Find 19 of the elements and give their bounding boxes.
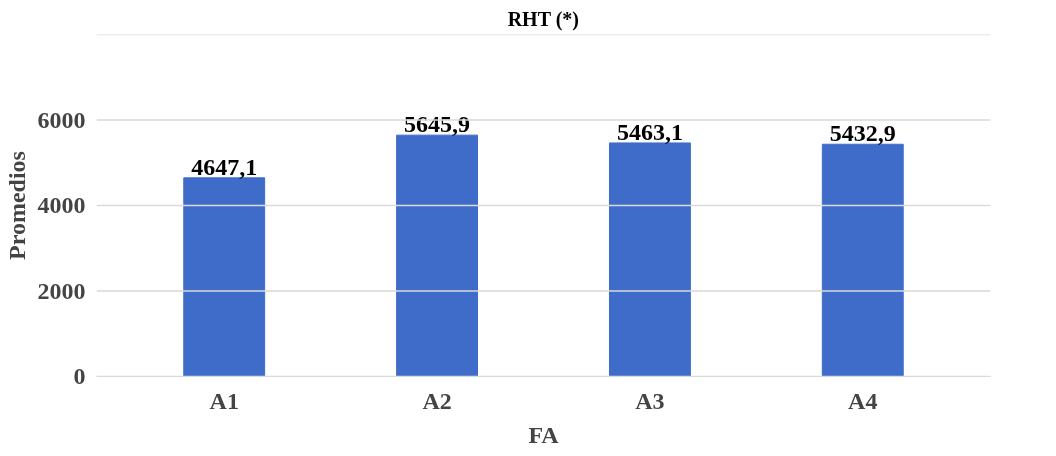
y-axis-title: Promedios <box>3 151 30 260</box>
chart-title: RHT (*) <box>507 7 579 31</box>
data-label: 4647,1 <box>191 153 258 180</box>
y-tick-label: 4000 <box>37 192 86 218</box>
x-tick-label: A2 <box>422 387 452 414</box>
x-tick-label: A4 <box>848 387 878 414</box>
bar <box>821 143 904 377</box>
bar <box>183 177 266 377</box>
y-tick-label: 0 <box>73 363 86 389</box>
y-tick-label: 6000 <box>37 106 86 133</box>
x-tick-label: A1 <box>209 387 239 414</box>
data-label: 5645,9 <box>404 111 471 138</box>
x-axis-title: FA <box>528 421 560 448</box>
x-tick-label: A3 <box>635 387 665 414</box>
data-label: 5463,1 <box>616 118 683 145</box>
y-tick-label: 2000 <box>37 277 86 304</box>
bar <box>608 142 691 377</box>
bar <box>396 134 479 377</box>
data-label: 5432,9 <box>829 120 896 147</box>
